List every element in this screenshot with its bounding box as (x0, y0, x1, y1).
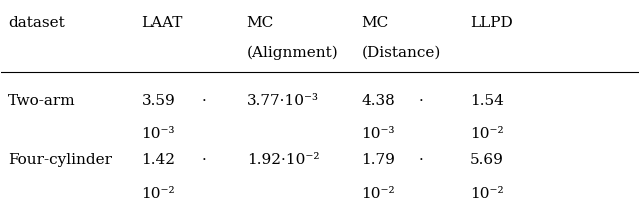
Text: (Alignment): (Alignment) (246, 46, 339, 60)
Text: (Distance): (Distance) (362, 46, 441, 60)
Text: 10⁻³: 10⁻³ (141, 127, 175, 141)
Text: ·: · (202, 153, 207, 167)
Text: LLPD: LLPD (470, 16, 513, 30)
Text: 3.77·10⁻³: 3.77·10⁻³ (246, 94, 319, 108)
Text: MC: MC (246, 16, 274, 30)
Text: 10⁻²: 10⁻² (470, 127, 504, 141)
Text: ·: · (419, 94, 424, 108)
Text: 3.59: 3.59 (141, 94, 175, 108)
Text: 4.38: 4.38 (362, 94, 395, 108)
Text: MC: MC (362, 16, 388, 30)
Text: Two-arm: Two-arm (8, 94, 76, 108)
Text: 5.69: 5.69 (470, 153, 504, 167)
Text: 1.42: 1.42 (141, 153, 175, 167)
Text: 10⁻²: 10⁻² (362, 187, 395, 201)
Text: 10⁻²: 10⁻² (470, 187, 504, 201)
Text: 10⁻³: 10⁻³ (362, 127, 395, 141)
Text: ·: · (202, 94, 207, 108)
Text: 1.79: 1.79 (362, 153, 396, 167)
Text: dataset: dataset (8, 16, 65, 30)
Text: Four-cylinder: Four-cylinder (8, 153, 112, 167)
Text: 1.92·10⁻²: 1.92·10⁻² (246, 153, 319, 167)
Text: 10⁻²: 10⁻² (141, 187, 175, 201)
Text: LAAT: LAAT (141, 16, 183, 30)
Text: ·: · (419, 153, 424, 167)
Text: 1.54: 1.54 (470, 94, 504, 108)
